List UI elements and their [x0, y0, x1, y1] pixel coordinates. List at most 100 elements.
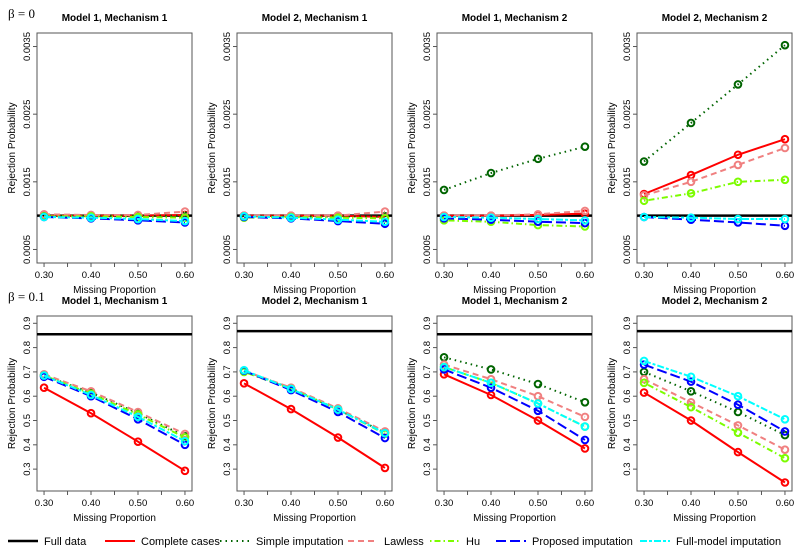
- series-line-complete-cases: [443, 373, 586, 450]
- y-tick-label: 0.0005: [622, 235, 633, 264]
- data-point-complete-cases: [733, 447, 743, 457]
- y-tick-label: 0.7: [22, 365, 33, 378]
- y-tick-label: 0.0035: [22, 32, 33, 61]
- plot-frame: [436, 32, 593, 264]
- y-axis-label: Rejection Probability: [607, 358, 618, 449]
- panel: Model 2, Mechanism 2 0.0005 0.0015 0.0025 0.…: [607, 13, 794, 296]
- panel: Model 1, Mechanism 2 0.0005 0.0015 0.0025 0.…: [407, 13, 594, 296]
- y-tick-label: 0.5: [422, 414, 433, 427]
- y-tick-label: 0.7: [222, 365, 233, 378]
- series-line-hu: [43, 374, 186, 439]
- data-point-full-model-imputation: [780, 414, 790, 424]
- y-tick-label: 0.3: [222, 463, 233, 476]
- y-tick-label: 0.0015: [422, 167, 433, 196]
- data-point-full-model-imputation: [180, 436, 190, 446]
- legend-label: Simple imputation: [256, 536, 343, 548]
- data-point-proposed-imputation: [686, 377, 696, 386]
- data-point-simple-imputation: [533, 379, 543, 389]
- plot-frame: [636, 32, 793, 264]
- legend: Full data Complete cases Simple imputation…: [8, 536, 781, 548]
- series-line-lawless: [244, 210, 386, 217]
- data-point-simple-imputation: [580, 397, 590, 407]
- data-point-full-model-imputation: [486, 213, 496, 222]
- series-line-lawless: [443, 363, 586, 418]
- data-point-full-model-imputation: [86, 390, 96, 400]
- data-point-full-model-imputation: [133, 412, 143, 422]
- data-point-complete-cases: [286, 404, 296, 414]
- data-point-lawless: [580, 412, 590, 422]
- series-line-lawless: [643, 147, 786, 197]
- series-line-complete-cases: [643, 391, 786, 484]
- data-point-full-model-imputation: [86, 213, 96, 222]
- data-point-hu: [780, 453, 790, 463]
- data-point-complete-cases: [333, 433, 343, 442]
- data-point-full-model-imputation: [686, 372, 696, 382]
- x-axis-label: Missing Proportion: [673, 285, 756, 296]
- data-point-lawless: [580, 206, 590, 216]
- x-tick-label: 0.60: [376, 498, 395, 509]
- data-point-complete-cases: [86, 408, 96, 418]
- y-tick-label: 0.9: [622, 317, 633, 330]
- series-line-full-model-imputation: [44, 216, 185, 223]
- x-axis-label: Missing Proportion: [273, 513, 356, 524]
- series-line-complete-cases: [243, 382, 386, 469]
- x-tick-label: 0.40: [82, 498, 101, 509]
- data-point-simple-imputation: [686, 118, 696, 128]
- x-axis-label: Missing Proportion: [673, 513, 756, 524]
- x-tick-label: 0.50: [329, 498, 348, 509]
- series-line-simple-imputation: [643, 370, 786, 436]
- data-point-simple-imputation: [780, 40, 790, 50]
- data-point-hu: [780, 175, 790, 185]
- series-line-complete-cases: [43, 386, 186, 472]
- panel-title: Model 2, Mechanism 1: [262, 296, 368, 307]
- data-point-complete-cases: [733, 150, 743, 160]
- data-point-simple-imputation: [686, 387, 696, 396]
- x-tick-label: 0.50: [529, 270, 548, 281]
- data-point-full-model-imputation: [286, 384, 296, 394]
- x-tick-label: 0.30: [635, 498, 654, 509]
- series-line-proposed-imputation: [643, 216, 786, 227]
- x-tick-label: 0.60: [776, 498, 795, 509]
- data-point-lawless: [639, 374, 649, 384]
- data-point-full-model-imputation: [180, 216, 190, 226]
- y-tick-label: 0.0005: [22, 235, 33, 264]
- y-axis-label: Rejection Probability: [207, 102, 218, 193]
- x-tick-label: 0.50: [329, 270, 348, 281]
- y-tick-label: 0.5: [222, 414, 233, 427]
- data-point-full-model-imputation: [439, 212, 449, 222]
- data-point-lawless: [639, 191, 649, 200]
- series-line-full-model-imputation: [43, 374, 186, 443]
- series-line-proposed-imputation: [43, 375, 186, 446]
- panel: Model 1, Mechanism 2 0.3 0.4 0.5 0.6 0.7 0.8 0.…: [407, 296, 594, 524]
- data-point-lawless: [733, 160, 743, 170]
- y-axis-label: Rejection Probability: [7, 102, 18, 193]
- y-axis-label: Rejection Probability: [407, 358, 418, 449]
- data-point-hu: [686, 189, 696, 198]
- y-tick-label: 0.7: [422, 365, 433, 378]
- panel-title: Model 2, Mechanism 2: [662, 296, 768, 307]
- series-line-full-model-imputation: [243, 369, 386, 435]
- x-tick-label: 0.60: [776, 270, 795, 281]
- data-point-proposed-imputation: [733, 400, 743, 410]
- y-tick-label: 0.4: [422, 438, 433, 451]
- y-tick-label: 0.8: [422, 341, 433, 354]
- series-line-lawless: [44, 210, 186, 216]
- data-point-lawless: [686, 397, 696, 407]
- data-point-complete-cases: [239, 379, 249, 388]
- x-tick-label: 0.50: [129, 270, 148, 281]
- x-tick-label: 0.40: [282, 270, 301, 281]
- data-point-full-model-imputation: [380, 217, 390, 227]
- data-point-simple-imputation: [639, 157, 649, 166]
- data-point-simple-imputation: [533, 154, 543, 164]
- data-point-complete-cases: [639, 388, 649, 397]
- data-point-simple-imputation: [486, 365, 496, 374]
- x-axis-label: Missing Proportion: [473, 513, 556, 524]
- legend-label: Complete cases: [141, 536, 220, 548]
- data-point-full-model-imputation: [439, 362, 449, 372]
- y-axis-label: Rejection Probability: [207, 358, 218, 449]
- panel: Model 1, Mechanism 1 0.3 0.4 0.5 0.6 0.7 0.8 0.…: [7, 296, 194, 524]
- data-point-full-model-imputation: [239, 212, 249, 221]
- data-point-full-model-imputation: [733, 214, 743, 224]
- y-tick-label: 0.0025: [22, 100, 33, 129]
- data-point-simple-imputation: [439, 185, 449, 195]
